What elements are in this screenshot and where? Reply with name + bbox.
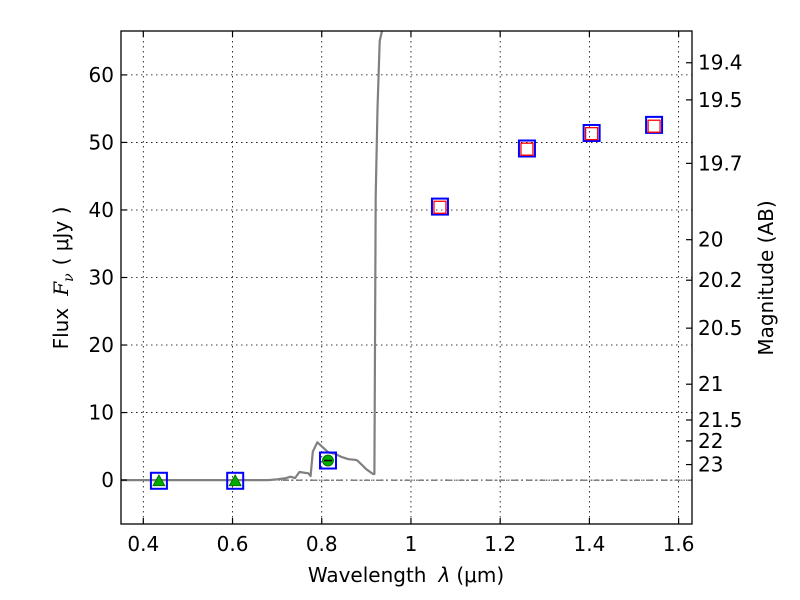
data-point-square bbox=[149, 471, 168, 490]
data-point-square bbox=[517, 139, 536, 158]
y-axis-label: FluxFν( μJy ) bbox=[49, 207, 77, 350]
data-point-square bbox=[520, 142, 534, 156]
y2-tick-label: 19.5 bbox=[698, 88, 743, 112]
y-ticks: 0 10 20 30 40 50 60 bbox=[89, 63, 127, 492]
y2-tick-label: 21 bbox=[698, 372, 723, 396]
y-tick-label: 30 bbox=[89, 266, 114, 290]
data-point-square bbox=[582, 123, 601, 142]
y2-tick-label: 19.4 bbox=[698, 51, 743, 75]
markers-layer bbox=[149, 115, 664, 490]
y-tick-label: 40 bbox=[89, 198, 114, 222]
x-tick-label: 1 bbox=[405, 532, 418, 556]
y-tick-label: 0 bbox=[101, 468, 114, 492]
y-tick-label: 20 bbox=[89, 333, 114, 357]
x-tick-label: 0.8 bbox=[306, 532, 338, 556]
y2-tick-label: 19.7 bbox=[698, 151, 743, 175]
x-axis-label: Wavelength λ (μm) bbox=[308, 563, 504, 587]
y-tick-label: 10 bbox=[89, 401, 114, 425]
data-point-square bbox=[647, 119, 661, 133]
x-tick-label: 1.2 bbox=[484, 532, 516, 556]
data-point-square bbox=[433, 200, 447, 214]
data-point-square bbox=[430, 197, 449, 216]
data-point-square bbox=[318, 451, 337, 470]
x-tick-label: 0.6 bbox=[217, 532, 249, 556]
y2-tick-label: 20 bbox=[698, 228, 723, 252]
y2-axis-label: Magnitude (AB) bbox=[754, 200, 778, 355]
x-tick-label: 1.4 bbox=[573, 532, 605, 556]
y2-tick-label: 20.2 bbox=[698, 268, 743, 292]
x-ticks: 0.4 0.6 0.8 1 1.2 1.4 1.6 bbox=[127, 31, 695, 556]
y2-tick-label: 21.5 bbox=[698, 408, 743, 432]
data-point-triangle bbox=[152, 473, 166, 487]
x-tick-label: 1.6 bbox=[663, 532, 695, 556]
data-point-triangle bbox=[228, 473, 242, 487]
y-tick-label: 60 bbox=[89, 63, 114, 87]
data-point-square bbox=[584, 127, 599, 141]
y2-tick-label: 22 bbox=[698, 429, 723, 453]
data-point-square bbox=[226, 471, 245, 490]
y-tick-label: 50 bbox=[89, 130, 114, 154]
y2-tick-label: 23 bbox=[698, 453, 723, 477]
x-tick-label: 0.4 bbox=[127, 532, 159, 556]
y2-tick-label: 20.5 bbox=[698, 316, 743, 340]
grid bbox=[121, 31, 692, 524]
